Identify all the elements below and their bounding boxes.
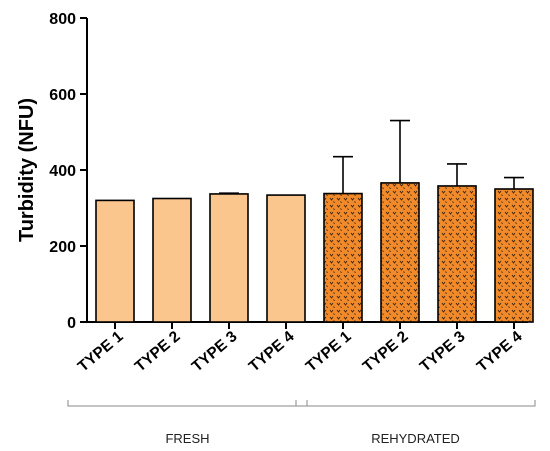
bar: [209, 193, 249, 323]
x-tick-label: TYPE 4: [474, 328, 526, 376]
bar: [437, 185, 477, 323]
group-bracket: [67, 400, 308, 407]
group-bracket: [295, 400, 536, 407]
bars: [95, 182, 534, 323]
x-tick-label: TYPE 1: [303, 328, 355, 376]
x-tick-label: TYPE 2: [360, 328, 412, 375]
bar: [323, 192, 363, 323]
bar: [494, 188, 534, 323]
y-tick-label: 600: [49, 87, 76, 104]
bar: [95, 199, 135, 323]
y-tick-label: 400: [49, 163, 76, 180]
x-tick-label: TYPE 1: [75, 328, 127, 376]
y-axis-title: Turbidity (NFU): [16, 98, 38, 242]
y-tick-label: 800: [49, 11, 76, 28]
x-tick-label: TYPE 2: [132, 328, 184, 375]
x-tick-label: TYPE 4: [246, 328, 298, 376]
group-label: FRESH: [165, 431, 209, 446]
bar: [266, 194, 306, 323]
bar: [380, 182, 420, 323]
x-tick-label: TYPE 3: [417, 328, 469, 376]
x-tick-label: TYPE 3: [189, 328, 241, 376]
group-label: REHYDRATED: [371, 431, 460, 446]
y-tick-label: 0: [67, 315, 76, 332]
bar: [152, 197, 192, 323]
y-tick-label: 200: [49, 239, 76, 256]
error-bars: [219, 119, 524, 194]
